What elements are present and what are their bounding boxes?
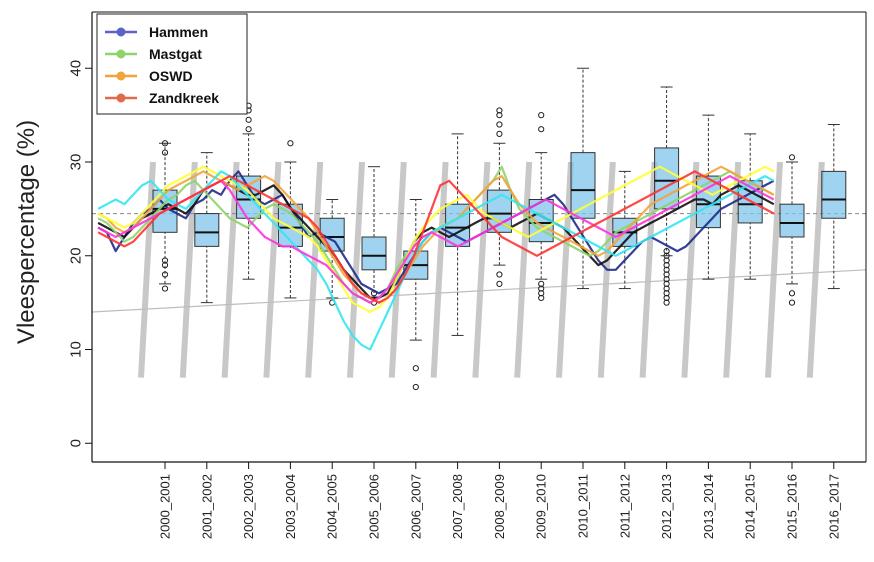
box-outlier <box>663 276 670 283</box>
grid-stripe <box>765 161 783 378</box>
x-tick-label: 2003_2004 <box>283 474 298 539</box>
x-tick-label: 2011_2012 <box>617 474 632 538</box>
box-outlier <box>496 280 503 287</box>
box-outlier <box>496 121 503 128</box>
legend-label: Mastgat <box>149 46 202 62</box>
box-outlier <box>161 257 169 264</box>
box-outlier <box>161 271 169 278</box>
box-outlier <box>663 294 670 302</box>
x-tick-label: 2007_2008 <box>450 474 465 539</box>
box-outlier <box>663 257 670 264</box>
grid-stripe <box>639 161 658 378</box>
box-outlier <box>663 285 670 292</box>
grid-stripe <box>347 161 365 378</box>
line-layer <box>97 165 775 351</box>
box-outlier <box>663 247 670 255</box>
box-outlier <box>538 290 545 297</box>
y-tick-label: 30 <box>68 154 85 171</box>
box-outlier <box>245 126 252 133</box>
box <box>779 203 805 238</box>
box-outlier <box>161 262 169 269</box>
y-tick-label: 20 <box>68 247 85 264</box>
box-outlier <box>496 112 503 119</box>
legend-swatch-marker <box>116 27 126 37</box>
legend-swatch-marker <box>116 49 126 59</box>
grid-stripe <box>681 161 700 378</box>
box-outlier <box>245 116 252 123</box>
box-outlier <box>538 285 545 292</box>
legend-label: Zandkreek <box>149 90 219 106</box>
y-tick-label: 40 <box>68 60 85 77</box>
y-tick-label: 10 <box>68 341 85 358</box>
box-outlier <box>538 280 545 287</box>
x-tick-label: 2000_2001 <box>158 474 173 539</box>
box-outlier <box>287 140 294 147</box>
x-tick-label: 2008_2009 <box>492 474 507 539</box>
box-outlier <box>663 290 670 297</box>
grid-stripe <box>430 161 449 378</box>
box-outlier <box>412 365 419 372</box>
grid-stripe <box>806 161 825 378</box>
axis-layer: 0 10 20 30 40 2000_2001 2001_2002 2002_2003 2003… <box>68 11 867 539</box>
box-outlier <box>663 299 670 306</box>
y-tick-label: 0 <box>68 439 85 447</box>
box-outlier <box>788 299 796 306</box>
x-tick-label: 2013_2014 <box>701 474 716 539</box>
box-outlier <box>496 271 503 278</box>
trend-line <box>91 269 867 313</box>
grid-stripe <box>388 161 407 378</box>
box-outlier <box>663 252 670 259</box>
x-tick-label: 2009_2010 <box>534 474 549 539</box>
box-outlier <box>663 280 670 287</box>
box-outlier <box>538 126 545 133</box>
x-tick-label: 2004_2005 <box>325 474 340 539</box>
x-tick-label: 2016_2017 <box>826 474 841 539</box>
x-tick-label: 2012_2013 <box>659 474 674 539</box>
box-outlier <box>161 140 169 147</box>
legend-swatch-marker <box>116 93 126 103</box>
grid-stripe <box>138 161 156 378</box>
grid-stripe <box>556 161 574 378</box>
box-outlier <box>538 112 545 119</box>
series-line <box>97 165 775 304</box>
box <box>821 170 847 219</box>
grid-stripe <box>723 161 742 378</box>
box-outlier <box>496 107 503 114</box>
x-tick-label: 2002_2003 <box>241 474 256 539</box>
x-tick-label: 2005_2006 <box>367 474 382 539</box>
x-tick-label: 2006_2007 <box>408 474 423 539</box>
legend-label: Hammen <box>149 24 208 40</box>
legend-swatch-marker <box>116 71 126 81</box>
box-outlier <box>496 130 503 137</box>
box <box>194 213 220 247</box>
grid-stripe <box>305 161 324 378</box>
series-line <box>97 170 775 304</box>
grid-stripe <box>514 161 533 378</box>
box <box>361 236 387 271</box>
box-outlier <box>788 154 796 161</box>
x-tick-label: 2010_2011 <box>576 474 591 538</box>
box-outlier <box>663 271 670 278</box>
box-outlier <box>538 294 545 302</box>
box-outlier <box>161 285 169 292</box>
box <box>654 147 680 210</box>
box-outlier <box>412 383 419 391</box>
box-outlier <box>788 290 796 297</box>
box-outlier <box>663 266 670 273</box>
series-line <box>97 165 775 314</box>
grid-stripe <box>179 161 198 378</box>
grid-stripe <box>472 161 491 378</box>
box-outlier <box>161 149 169 156</box>
x-tick-label: 2015_2016 <box>785 474 800 539</box>
x-tick-label: 2001_2002 <box>199 474 214 539</box>
box-outlier <box>663 262 670 269</box>
legend-label: OSWD <box>149 68 193 84</box>
y-axis-title: Vleespercentage (%) <box>13 120 40 344</box>
series-line <box>97 170 775 351</box>
x-tick-label: 2014_2015 <box>743 474 758 539</box>
legend-layer: Hammen Mastgat OSWD Zandkreek <box>96 13 248 115</box>
